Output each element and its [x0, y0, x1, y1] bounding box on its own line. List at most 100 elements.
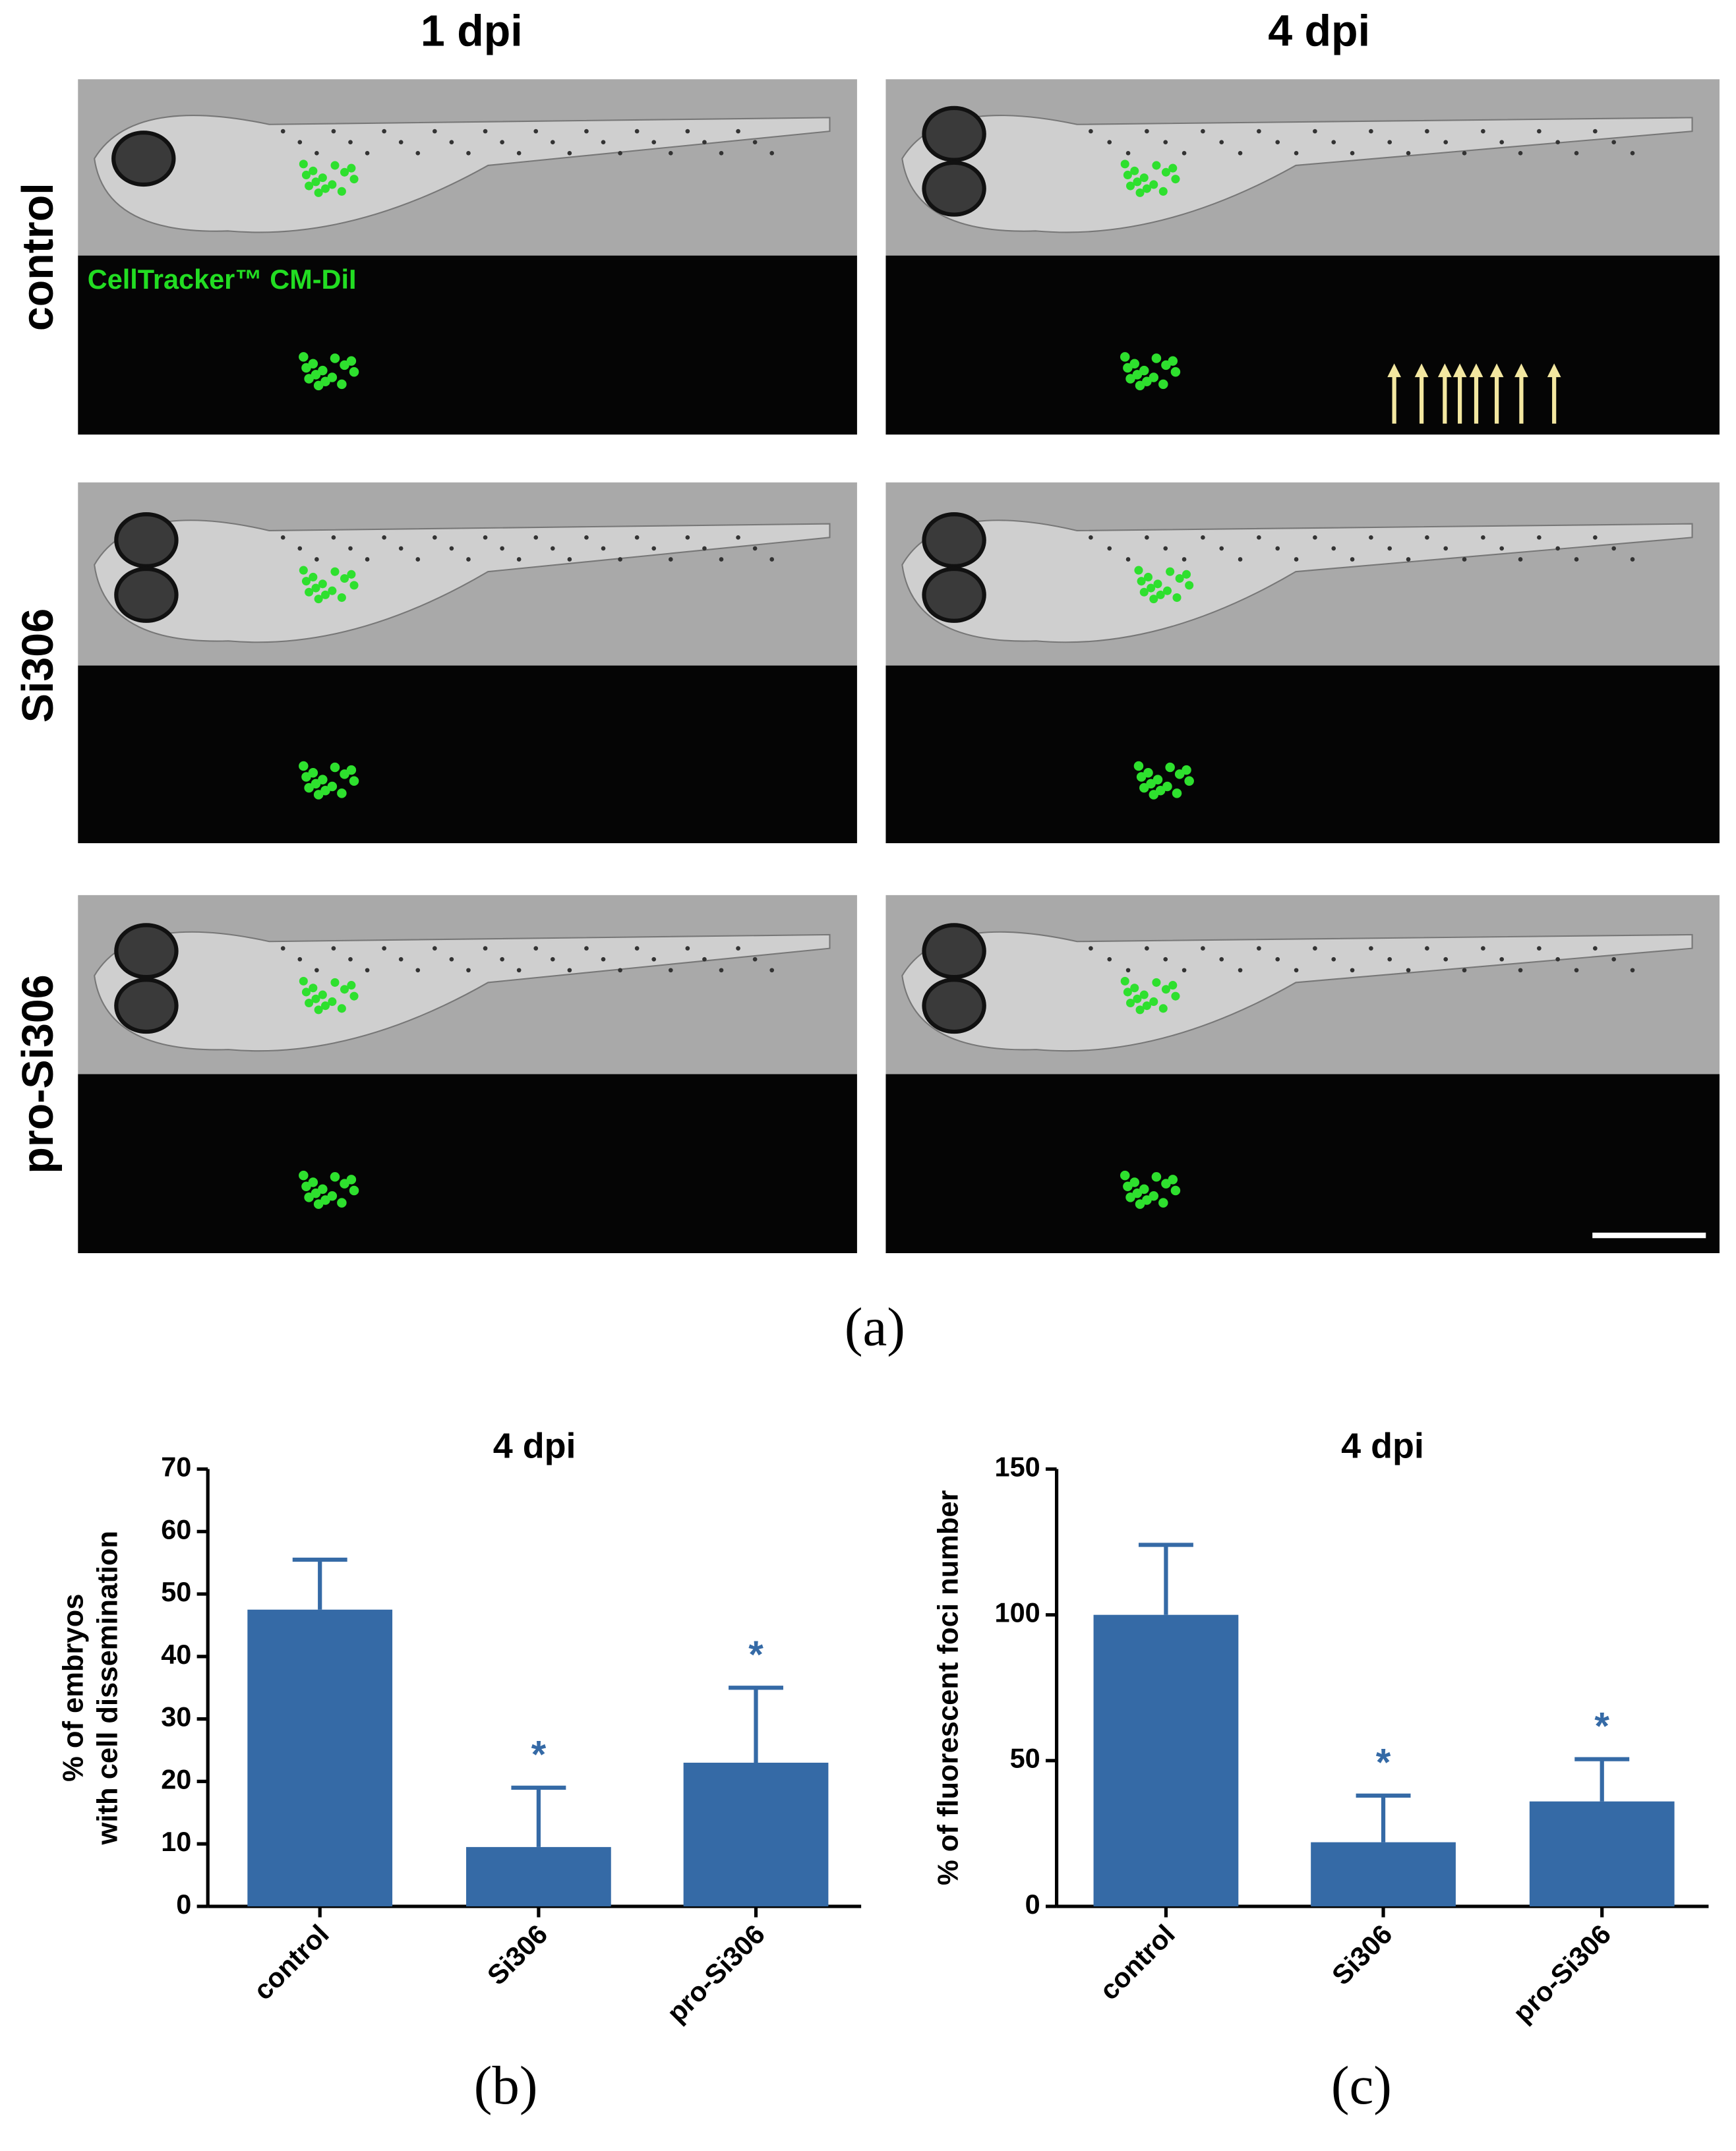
- y-tick-label: 40: [161, 1639, 191, 1670]
- arrow-head: [1387, 363, 1401, 378]
- pigment: [1125, 968, 1131, 973]
- pigment: [516, 968, 522, 973]
- error-bar: [292, 1557, 347, 1610]
- pigment: [1574, 557, 1579, 562]
- stain-label: CellTracker™ CM-DiI: [88, 264, 357, 295]
- fluorescent-cell: [1168, 163, 1178, 173]
- pigment: [668, 557, 673, 562]
- pigment: [1425, 129, 1429, 134]
- pigment: [1089, 946, 1093, 951]
- pigment: [1163, 140, 1168, 145]
- pigment: [398, 140, 404, 145]
- fluorescent-cell: [299, 1170, 309, 1181]
- fluorescent-cell: [1123, 363, 1133, 373]
- fluorescent-cell: [1143, 572, 1153, 581]
- eye: [114, 512, 179, 568]
- pigment: [584, 129, 589, 134]
- pigment: [1406, 557, 1411, 562]
- y-tick-label: 10: [161, 1826, 191, 1857]
- pigment: [1238, 557, 1243, 562]
- fluorescent-cell: [1135, 1005, 1145, 1015]
- pigment: [1331, 546, 1336, 551]
- arrow-head: [1489, 363, 1504, 378]
- bar: [1311, 1842, 1456, 1906]
- pigment: [500, 546, 504, 551]
- pigment: [685, 535, 690, 540]
- pigment: [331, 946, 336, 951]
- fluorescent-cell: [1142, 1001, 1151, 1011]
- fluorescent-cell: [1158, 1198, 1168, 1208]
- fluorescent-cell: [320, 184, 330, 193]
- fluorescent-cell: [340, 360, 349, 370]
- pigment: [415, 968, 421, 973]
- fluorescent-cell: [328, 586, 337, 595]
- pigment: [618, 150, 622, 156]
- pigment: [466, 150, 471, 156]
- fluorescent-cell: [337, 187, 346, 196]
- fluorescent-cell: [313, 380, 324, 391]
- fluorescent-cell: [301, 1181, 311, 1191]
- pigment: [601, 957, 606, 962]
- eye: [922, 105, 986, 162]
- fluorescent-cell: [305, 181, 314, 191]
- pigment: [1611, 140, 1617, 145]
- pigment: [1313, 946, 1317, 951]
- pigment: [1499, 546, 1505, 551]
- pigment: [1462, 557, 1467, 562]
- pigment: [1125, 150, 1131, 156]
- pigment: [584, 535, 589, 540]
- fluorescent-cell: [1182, 570, 1191, 579]
- fluorescent-cell: [1136, 772, 1147, 782]
- pigment: [1574, 968, 1579, 973]
- y-axis-label: % of embryos: [58, 1594, 90, 1782]
- y-axis-label: % of fluorescent foci number: [932, 1490, 964, 1885]
- pigment: [1238, 150, 1243, 156]
- fluorescent-cell: [340, 167, 349, 177]
- pigment: [1294, 150, 1299, 156]
- arrow-head: [1437, 363, 1452, 378]
- fluorescent-cell: [340, 1179, 349, 1189]
- arrow-head: [1414, 363, 1429, 378]
- pigment: [533, 535, 539, 540]
- fluorescent-cell: [1133, 994, 1142, 1003]
- pigment: [1219, 140, 1224, 145]
- fluorescent-cell: [1125, 1193, 1135, 1202]
- arrow-head: [1469, 363, 1483, 378]
- pigment: [567, 150, 572, 156]
- fluorescent-cell: [328, 997, 337, 1006]
- pigment: [297, 140, 303, 145]
- fluorescent-cell: [340, 769, 349, 779]
- pigment: [348, 546, 353, 551]
- fluorescent-cell: [1135, 380, 1145, 391]
- fluorescent-cell: [1185, 581, 1194, 590]
- pigment: [1331, 957, 1336, 962]
- pigment: [550, 957, 555, 962]
- fluorescent-cell: [1162, 586, 1172, 595]
- fluorescent-cell: [1158, 187, 1168, 196]
- pigment: [1481, 946, 1485, 951]
- pigment: [449, 140, 454, 145]
- pigment: [1425, 535, 1429, 540]
- pigment: [752, 140, 758, 145]
- pigment: [634, 129, 640, 134]
- y-tick-label: 20: [161, 1763, 191, 1794]
- pigment: [651, 957, 657, 962]
- pigment: [1537, 535, 1541, 540]
- pigment: [1574, 150, 1579, 156]
- fluorescent-cell: [337, 593, 346, 603]
- eye: [114, 978, 179, 1034]
- fluorescent-cell: [1120, 976, 1129, 986]
- pigment: [1555, 546, 1561, 551]
- fluorescent-cell: [340, 985, 349, 994]
- fluorescent-cell: [349, 175, 359, 184]
- pigment: [1145, 946, 1149, 951]
- panel-label: (c): [1331, 2055, 1392, 2115]
- error-bar: [511, 1785, 566, 1847]
- pigment: [1387, 546, 1392, 551]
- pigment: [1555, 957, 1561, 962]
- pigment: [601, 546, 606, 551]
- fluorescent-cell: [347, 570, 356, 579]
- pigment: [314, 557, 319, 562]
- fluorescence-image: [885, 255, 1720, 435]
- pigment: [1238, 968, 1243, 973]
